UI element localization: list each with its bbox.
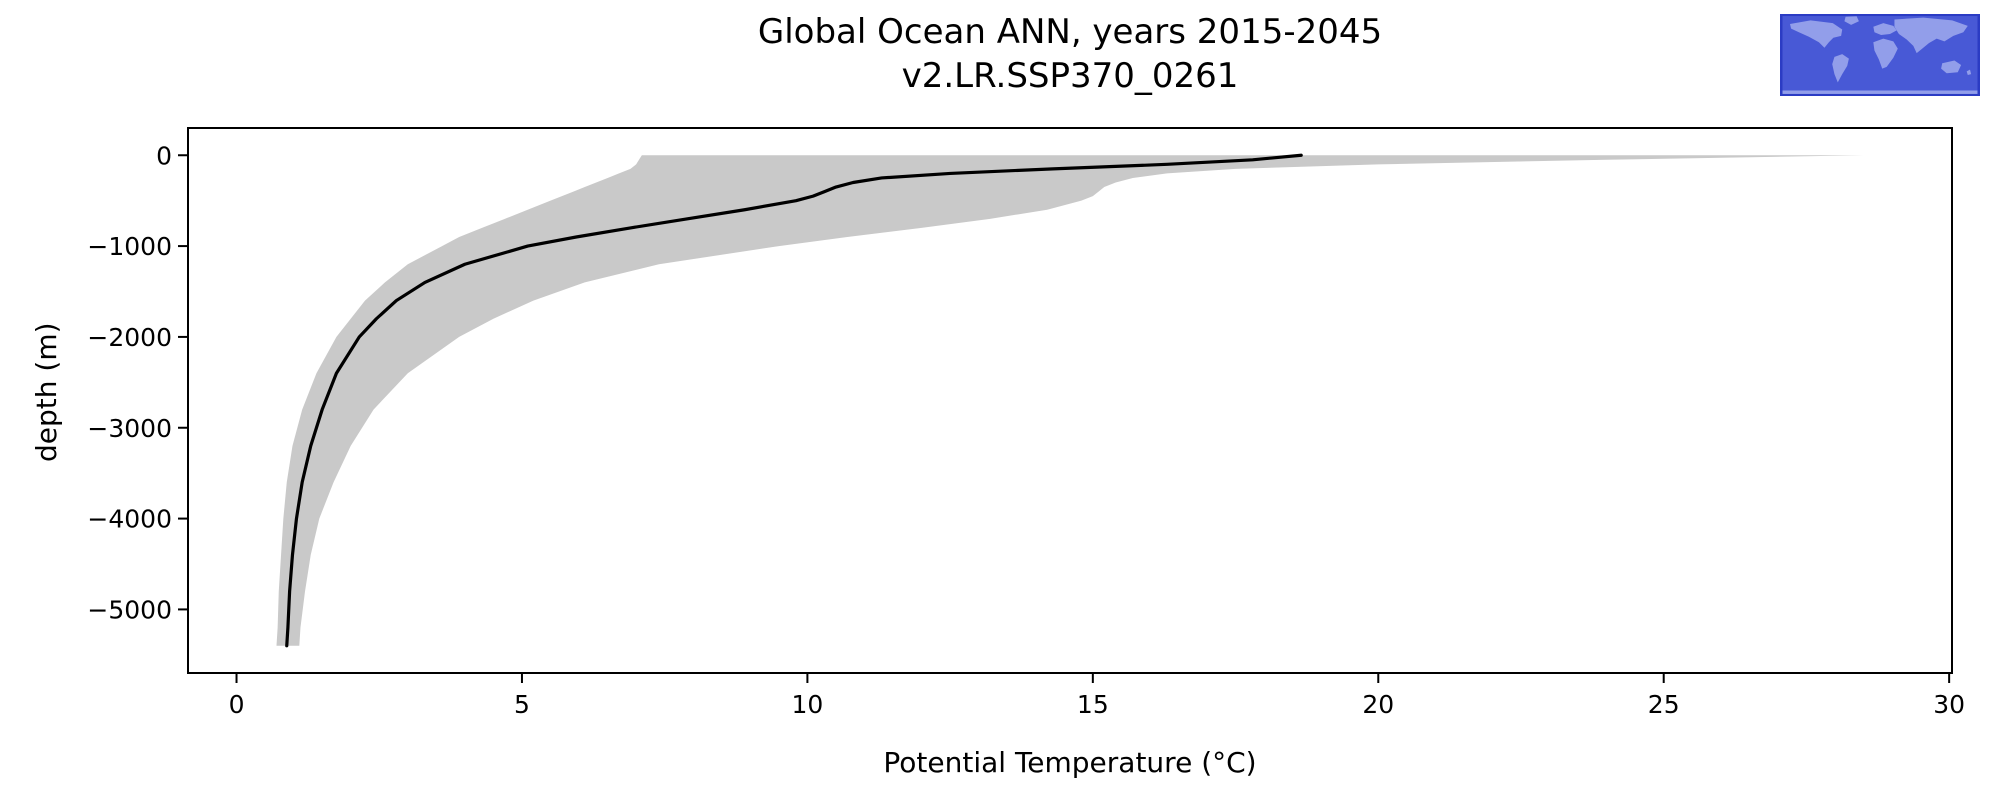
x-tick-label: 5 [514,690,530,719]
chart-subtitle: v2.LR.SSP370_0261 [901,56,1239,96]
y-axis-label: depth (m) [30,322,63,462]
axes-spines [187,127,1953,674]
y-tick-label: −3000 [87,414,172,443]
mean-profile-line [285,153,1303,648]
x-tick-label: 10 [791,690,823,719]
uncertainty-band [276,155,1864,646]
south-america-shape [1832,54,1849,83]
map-border [1780,14,1980,96]
greenland-shape [1844,16,1859,25]
asia-shape [1894,17,1968,54]
new-zealand-shape [1966,69,1972,76]
x-axis-label: Potential Temperature (°C) [883,746,1257,779]
x-tick-label: 25 [1648,690,1680,719]
x-tick-label: 30 [1933,690,1965,719]
australia-shape [1941,60,1962,74]
africa-shape [1873,38,1898,69]
global-map-inset [1780,14,1980,96]
y-tick-label: −5000 [87,595,172,624]
y-tick-label: −4000 [87,505,172,534]
map-continents [1781,16,1979,96]
x-tick-label: 20 [1362,690,1394,719]
y-tick-label: −1000 [87,232,172,261]
chart-title: Global Ocean ANN, years 2015-2045 [757,12,1383,52]
x-tick-label: 15 [1077,690,1109,719]
y-tick-label: −2000 [87,323,172,352]
y-tick-label: 0 [156,141,172,170]
europe-shape [1873,23,1897,35]
north-america-shape [1790,20,1843,48]
x-tick-label: 0 [229,690,245,719]
